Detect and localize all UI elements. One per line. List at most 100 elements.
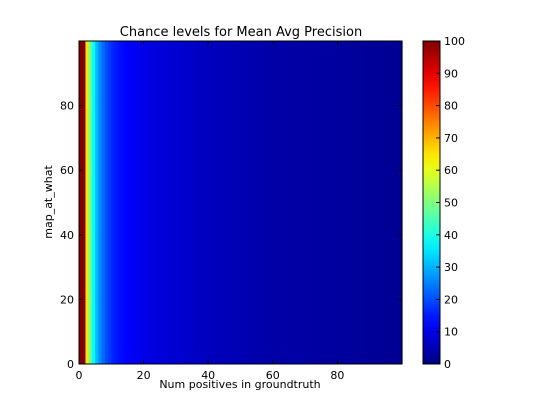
heatmap-column (201, 41, 206, 364)
colorbar-tick-label: 0 (444, 358, 451, 371)
heatmap-column (360, 41, 364, 364)
heatmap-column (198, 41, 203, 364)
x-tick-label: 0 (76, 369, 83, 382)
heatmap-column (276, 41, 280, 364)
heatmap-column (224, 41, 229, 364)
x-tick-label: 20 (137, 369, 151, 382)
heatmap-column (188, 41, 193, 364)
heatmap-column (91, 41, 96, 364)
colorbar-tick-label: 20 (444, 293, 458, 306)
heatmap-column (82, 41, 87, 364)
heatmap-column (111, 41, 116, 364)
heatmap-column (376, 41, 380, 364)
heatmap-column (334, 41, 338, 364)
heatmap-column (104, 41, 109, 364)
colorbar-tick-label: 60 (444, 164, 458, 177)
heatmap-column (237, 41, 242, 364)
heatmap-column (117, 41, 122, 364)
heatmap-column (172, 41, 177, 364)
heatmap-column (88, 41, 93, 364)
heatmap-column (214, 41, 219, 364)
heatmap-column (146, 41, 151, 364)
heatmap-column (392, 41, 397, 364)
heatmap-column (166, 41, 171, 364)
heatmap-column (153, 41, 158, 364)
heatmap-column (353, 41, 358, 364)
colorbar-tick-label: 100 (444, 35, 465, 48)
heatmap-column (101, 41, 106, 364)
heatmap-column (256, 41, 261, 364)
heatmap-column (234, 41, 238, 364)
heatmap-column (366, 41, 371, 364)
heatmap-column (208, 41, 213, 364)
heatmap-column (305, 41, 309, 364)
heatmap-column (143, 41, 148, 364)
heatmap-column (185, 41, 190, 364)
colorbar-tick-label: 90 (444, 67, 458, 80)
y-tick-label: 60 (60, 164, 74, 177)
colorbar-tick-label: 50 (444, 197, 458, 210)
heatmap-column (385, 41, 390, 364)
heatmap-column (150, 41, 154, 364)
x-tick-label: 60 (266, 369, 280, 382)
heatmap-column (162, 41, 167, 364)
heatmap-column (379, 41, 384, 364)
heatmap-column (95, 41, 99, 364)
heatmap-column (133, 41, 138, 364)
plot-frame (78, 40, 403, 365)
heatmap-column (79, 41, 83, 364)
colorbar-tick-label: 70 (444, 132, 458, 145)
heatmap-column (311, 41, 316, 364)
y-tick-label: 80 (60, 100, 74, 113)
heatmap-column (263, 41, 267, 364)
heatmap-column (327, 41, 332, 364)
heatmap-column (295, 41, 300, 364)
heatmap-cells (79, 41, 403, 364)
y-axis-ticks: 0 20 40 60 80 (60, 100, 402, 371)
heatmap-column (211, 41, 216, 364)
heatmap-column (301, 41, 306, 364)
x-axis-label: Num positives in groundtruth (159, 378, 320, 391)
heatmap-column (250, 41, 255, 364)
x-tick-label: 80 (330, 369, 344, 382)
heatmap-column (259, 41, 264, 364)
heatmap-column (192, 41, 196, 364)
heatmap-column (369, 41, 374, 364)
heatmap-column (127, 41, 132, 364)
chart-title: Chance levels for Mean Avg Precision (120, 25, 362, 40)
heatmap-column (395, 41, 400, 364)
heatmap-column (314, 41, 319, 364)
heatmap-column (279, 41, 284, 364)
heatmap-column (230, 41, 235, 364)
colorbar-tick-label: 10 (444, 326, 458, 339)
heatmap-column (227, 41, 232, 364)
y-tick-label: 0 (67, 358, 74, 371)
colorbar-tick-label: 30 (444, 261, 458, 274)
heatmap-column (124, 41, 129, 364)
heatmap-column (389, 41, 393, 364)
heatmap-column (330, 41, 335, 364)
heatmap-column (130, 41, 135, 364)
heatmap-column (195, 41, 200, 364)
heatmap-column (85, 41, 90, 364)
heatmap-column (324, 41, 329, 364)
heatmap-column (350, 41, 355, 364)
heatmap-column (382, 41, 387, 364)
heatmap-column (340, 41, 345, 364)
heatmap-column (217, 41, 222, 364)
x-axis-ticks: 0 20 40 60 80 (76, 41, 344, 382)
heatmap-column (347, 41, 351, 364)
heatmap-column (182, 41, 187, 364)
heatmap-column (288, 41, 293, 364)
heatmap-column (269, 41, 274, 364)
heatmap-column (137, 41, 141, 364)
heatmap-column (169, 41, 174, 364)
heatmap-column (98, 41, 103, 364)
colorbar-tick-label: 40 (444, 229, 458, 242)
heatmap-column (266, 41, 271, 364)
heatmap-column (159, 41, 164, 364)
heatmap-column (356, 41, 361, 364)
heatmap-column (282, 41, 287, 364)
heatmap-column (179, 41, 183, 364)
heatmap-column (372, 41, 377, 364)
